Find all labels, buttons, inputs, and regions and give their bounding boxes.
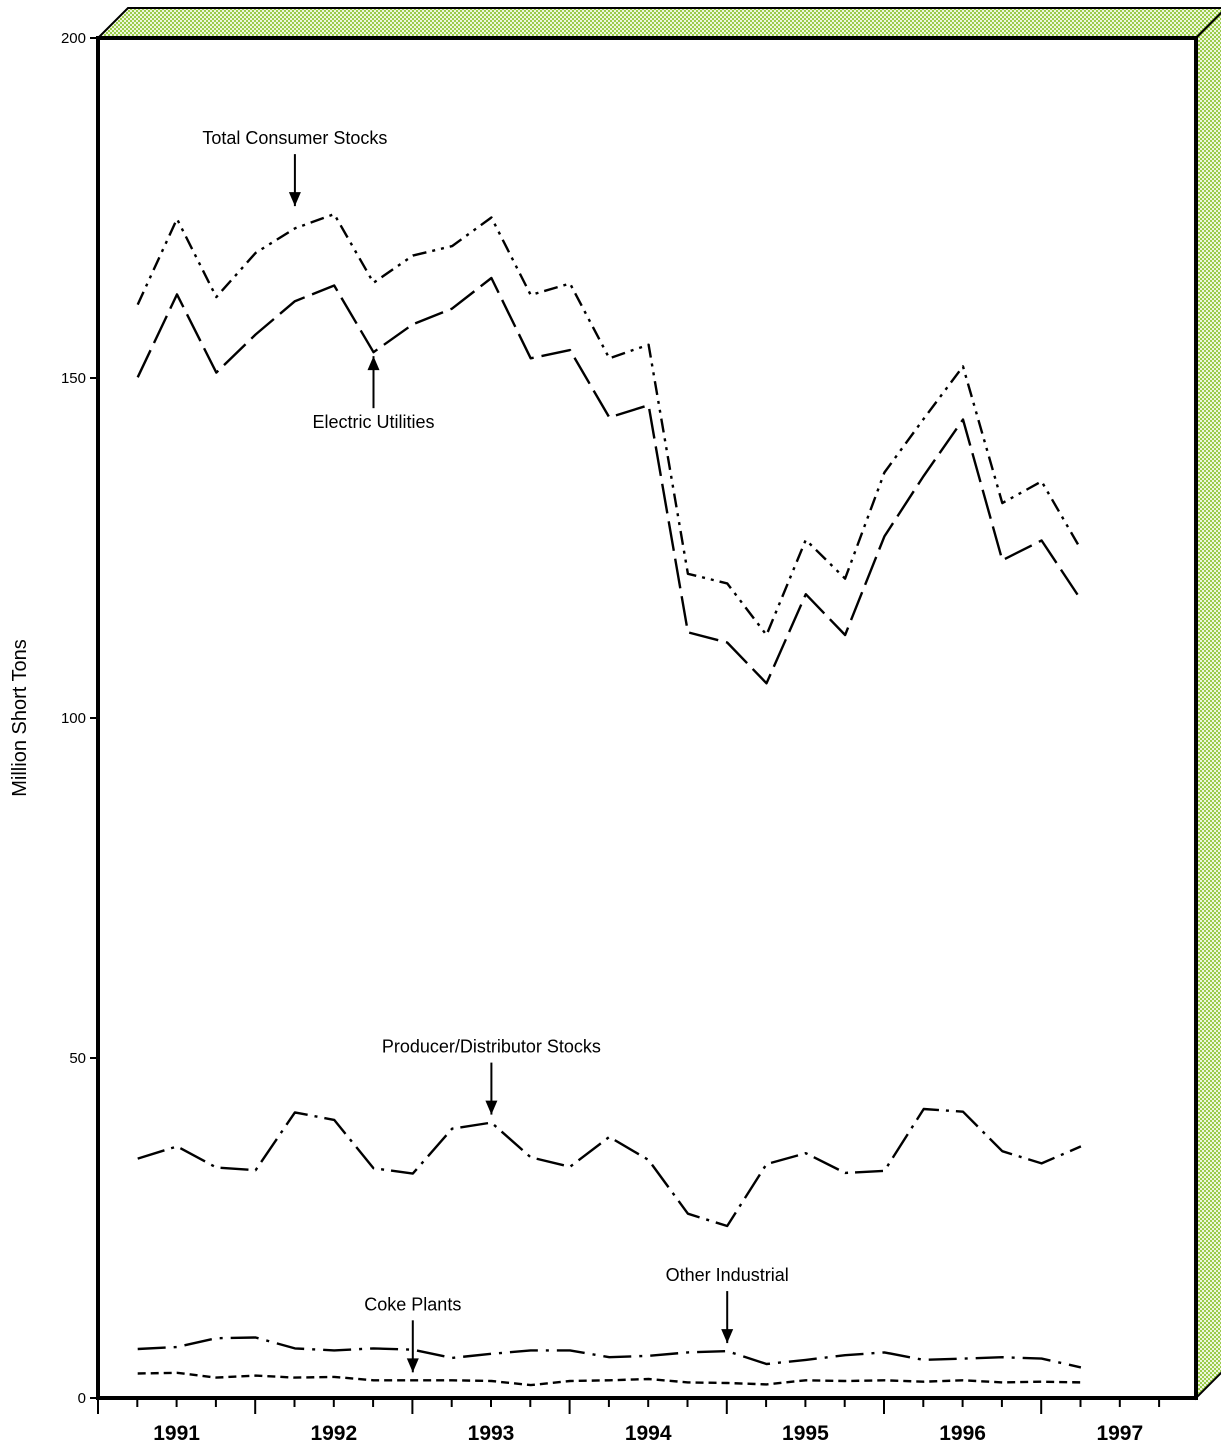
annotation-arrow-total-consumer-stocks-head (288, 192, 301, 207)
series-line-producer-distributor-stocks (137, 1107, 1082, 1228)
annotation-arrow-producer-distributor-stocks-head (485, 1100, 498, 1115)
annotation-arrow-producer-distributor-stocks (485, 1062, 498, 1115)
series-line-other-industrial (137, 1336, 1082, 1369)
series-line-total-consumer-stocks (136, 212, 1082, 637)
x-tick-label: 1992 (310, 1422, 357, 1445)
annotation-arrow-electric-utilities-head (367, 356, 380, 371)
x-tick-label: 1994 (625, 1422, 672, 1445)
annotation-arrow-coke-plants-head (406, 1358, 419, 1373)
annotation-label-electric-utilities: Electric Utilities (312, 412, 434, 432)
annotation-arrow-electric-utilities (367, 356, 380, 409)
series-line-electric-utilities (136, 276, 1082, 685)
y-tick-label: 150 (61, 370, 86, 387)
annotation-arrow-other-industrial-head (721, 1329, 734, 1344)
y-tick-label: 0 (78, 1390, 86, 1407)
x-tick-label: 1993 (468, 1422, 515, 1445)
y-tick-label: 200 (61, 30, 86, 47)
plot-area (96, 36, 1198, 1400)
x-tick-label: 1996 (939, 1422, 986, 1445)
annotation-arrow-other-industrial (721, 1291, 734, 1344)
series-line-coke-plants (137, 1371, 1081, 1387)
annotation-label-total-consumer-stocks: Total Consumer Stocks (202, 128, 387, 148)
x-tick-label: 1997 (1096, 1422, 1143, 1445)
annotation-arrow-total-consumer-stocks (288, 154, 301, 207)
y-axis-title: Million Short Tons (9, 639, 31, 796)
frame-top-bevel (95, 7, 1221, 39)
y-tick-label: 100 (61, 710, 86, 727)
y-tick-label: 50 (69, 1050, 86, 1067)
frame-right-bevel (1195, 11, 1221, 1401)
x-tick-label: 1995 (782, 1422, 829, 1445)
x-tick-label: 1991 (153, 1422, 200, 1445)
annotation-label-producer-distributor-stocks: Producer/Distributor Stocks (382, 1037, 601, 1057)
annotation-arrow-coke-plants (406, 1320, 419, 1373)
annotation-label-other-industrial: Other Industrial (666, 1265, 789, 1285)
annotation-label-coke-plants: Coke Plants (364, 1294, 461, 1314)
